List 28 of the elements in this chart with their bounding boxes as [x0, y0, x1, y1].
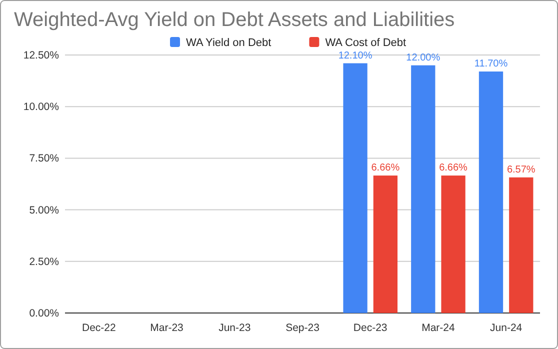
y-tick-label: 0.00%: [29, 308, 59, 320]
bar: [441, 176, 466, 313]
y-tick-label: 2.50%: [29, 256, 59, 268]
data-label: 6.66%: [371, 162, 400, 174]
data-label: 6.57%: [506, 164, 536, 176]
data-label: 12.00%: [406, 52, 440, 64]
x-tick-label: Mar-23: [150, 322, 184, 334]
bar: [509, 177, 534, 313]
y-tick-label: 10.00%: [23, 101, 59, 114]
data-label: 6.66%: [439, 162, 468, 174]
x-tick-label: Dec-23: [353, 322, 388, 334]
chart-title: Weighted-Avg Yield on Debt Assets and Liabilities: [14, 9, 455, 31]
x-tick-label: Dec-22: [82, 322, 116, 334]
data-label: 11.70%: [474, 58, 508, 70]
bar: [411, 65, 436, 313]
x-tick-label: Mar-24: [422, 322, 455, 334]
y-tick-label: 7.50%: [29, 152, 59, 165]
bar: [373, 176, 398, 313]
bar: [343, 63, 368, 313]
y-tick-label: 5.00%: [29, 204, 59, 216]
bar: [478, 72, 504, 313]
y-tick-label: 12.50%: [23, 50, 59, 62]
x-tick-label: Sep-23: [286, 322, 320, 334]
x-tick-label: Jun-23: [218, 322, 251, 334]
legend-label: WA Yield on Debt: [186, 37, 272, 49]
x-tick-label: Jun-24: [490, 322, 522, 334]
data-label: 12.10%: [338, 50, 372, 62]
legend-label: WA Cost of Debt: [325, 37, 406, 49]
